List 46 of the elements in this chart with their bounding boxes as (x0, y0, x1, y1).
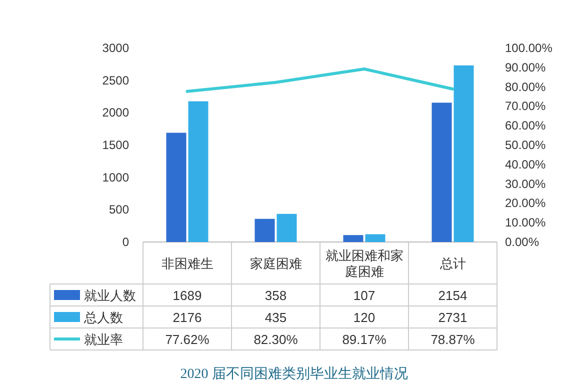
bar (254, 218, 275, 242)
y2-tick-label: 70.00% (505, 99, 546, 114)
x-tick-label: 就业困难和家庭困难 (325, 248, 404, 279)
legend-label: 就业率 (84, 332, 123, 347)
data-label: 435 (264, 310, 287, 325)
bar (343, 235, 364, 242)
x-tick-label: 总计 (438, 256, 466, 271)
x-tick-label: 非困难生 (161, 256, 214, 271)
y2-tick-label: 100.00% (505, 41, 553, 55)
data-label: 89.17% (342, 332, 387, 347)
legend-label: 总人数 (83, 310, 123, 325)
y-tick-label: 2000 (102, 106, 130, 120)
y2-tick-label: 60.00% (505, 118, 546, 133)
text: 2020 届不同困难类别毕业生就业情况 (180, 366, 408, 382)
data-label: 358 (264, 288, 287, 303)
y2-tick-label: 30.00% (505, 176, 546, 191)
data-label: 2731 (438, 310, 468, 325)
y-tick-label: 1500 (102, 138, 130, 152)
y2-tick-label: 50.00% (505, 138, 546, 152)
x-tick-label: 家庭困难 (250, 256, 302, 271)
bar (432, 102, 452, 242)
bar (166, 132, 186, 242)
y-tick-label: 2500 (102, 73, 130, 88)
y2-tick-label: 20.00% (505, 196, 546, 210)
y-tick-label: 0 (122, 235, 130, 249)
data-label: 82.30% (254, 332, 298, 347)
bar (454, 65, 474, 242)
y-tick-label: 500 (108, 202, 130, 217)
bar (188, 101, 208, 242)
data-label: 120 (353, 310, 376, 325)
bar (276, 214, 297, 242)
legend-label: 就业人数 (84, 288, 136, 303)
y2-tick-label: 80.00% (505, 80, 546, 94)
y2-tick-label: 90.00% (505, 60, 546, 74)
data-label: 1689 (172, 288, 202, 303)
data-label: 107 (353, 288, 376, 303)
data-label: 2176 (172, 310, 202, 325)
bar (365, 234, 386, 242)
data-label: 2154 (438, 288, 468, 303)
data-label: 78.87% (430, 332, 476, 347)
y-tick-label: 1000 (102, 170, 130, 184)
data-label: 77.62% (165, 332, 210, 347)
y2-tick-label: 40.00% (505, 157, 546, 172)
y-tick-label: 3000 (102, 41, 130, 55)
y2-tick-label: 0.00% (505, 235, 540, 249)
y2-tick-label: 10.00% (505, 216, 546, 230)
